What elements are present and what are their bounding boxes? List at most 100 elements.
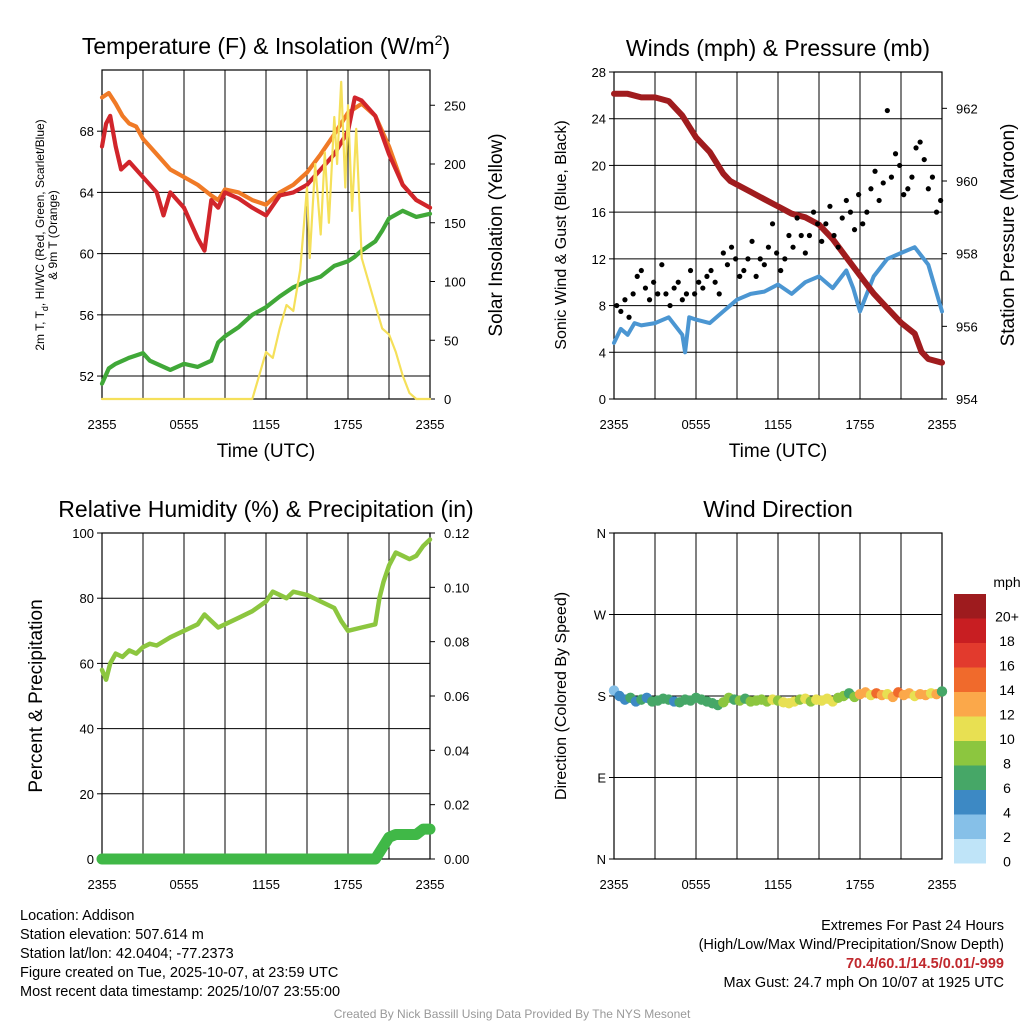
station-location: Location: Addison	[20, 908, 135, 924]
temp-x-tick-label: 1155	[252, 417, 280, 432]
gust-point	[839, 215, 845, 221]
dir-y-tick-label: E	[597, 771, 606, 786]
gust-point	[864, 209, 870, 215]
gust-point	[687, 267, 694, 274]
gust-point	[786, 232, 792, 239]
gust-point	[884, 107, 890, 114]
rh-y-right-tick-label: 0.02	[444, 798, 469, 813]
gust-point	[634, 273, 640, 279]
winds-y-tick-label: 24	[592, 112, 606, 127]
dir-y-tick-label: S	[597, 689, 606, 704]
gust-point	[757, 256, 763, 262]
temp-y-label: 2m T, Td, HI/WC (Red, Green, Scarlet/Blu…	[33, 119, 50, 350]
gust-point	[753, 273, 759, 279]
gust-point	[704, 273, 710, 279]
winds-x-tick-label: 0555	[682, 417, 711, 432]
colorbar-swatch	[954, 814, 986, 839]
rh-y-tick-label: 60	[80, 656, 94, 671]
rh-x-tick-label: 1155	[252, 877, 280, 892]
rh-y-label: Percent & Precipitation	[26, 599, 47, 792]
series-line-precipitation	[96, 823, 436, 865]
gust-point	[683, 291, 690, 297]
gust-point	[868, 186, 874, 192]
colorbar-label: 18	[999, 633, 1015, 649]
temp-title-end: )	[442, 33, 450, 59]
rh-y-right-tick-label: 0.08	[444, 635, 469, 650]
gust-point	[675, 279, 681, 285]
gust-point	[815, 221, 821, 227]
gust-point	[827, 203, 833, 209]
rh-y-right-tick-label: 0.12	[444, 526, 469, 541]
temp-y-tick-label: 56	[80, 308, 94, 323]
rh-y-tick-label: 80	[80, 591, 94, 606]
rh-y-right-tick-label: 0.04	[444, 743, 469, 758]
winds-y-tick-label: 12	[592, 252, 606, 267]
gust-point	[663, 291, 669, 297]
colorbar-swatch	[954, 594, 986, 619]
temp-y-right-label: Solar Insolation (Yellow)	[486, 133, 507, 336]
gust-point	[831, 232, 837, 239]
winds-y-label: Sonic Wind & Gust (Blue, Black)	[553, 120, 570, 349]
temp-y-right-tick-label: 250	[444, 98, 466, 113]
gust-point	[880, 180, 886, 186]
winds-y-tick-label: 20	[592, 158, 606, 173]
winds-y-tick-label: 16	[592, 205, 606, 220]
station-elevation: Station elevation: 507.614 m	[20, 927, 204, 943]
winds-y-right-tick-label: 960	[956, 174, 978, 189]
rh-y-right-tick-label: 0.00	[444, 852, 469, 867]
gust-point	[790, 244, 796, 250]
gust-point	[720, 250, 726, 256]
winds-x-tick-label: 2355	[928, 417, 957, 432]
gust-point	[622, 297, 628, 303]
colorbar-swatch	[954, 692, 986, 717]
gust-point	[659, 262, 665, 268]
gust-point	[708, 267, 714, 274]
winds-y-tick-label: 28	[592, 65, 606, 80]
gust-point	[819, 238, 825, 244]
colorbar-label: 16	[999, 657, 1015, 673]
rh-y-tick-label: 40	[80, 722, 94, 737]
temp-y-right-tick-label: 100	[444, 275, 466, 290]
gust-point	[794, 215, 800, 221]
gust-point	[823, 221, 829, 227]
rh-x-tick-label: 2355	[88, 877, 117, 892]
winds-title: Winds (mph) & Pressure (mb)	[626, 35, 930, 61]
gust-point	[802, 250, 808, 256]
rh-y-right-tick-label: 0.06	[444, 689, 469, 704]
temp-y-tick-label: 68	[80, 124, 94, 139]
dir-y-tick-label: N	[597, 852, 606, 867]
gust-point	[913, 145, 919, 151]
gust-point	[745, 256, 751, 262]
gust-point	[651, 279, 657, 285]
gust-point	[741, 267, 747, 274]
colorbar-swatch	[954, 618, 986, 643]
dir-y-tick-label: N	[597, 526, 606, 541]
winds-frame	[613, 71, 943, 400]
gust-point	[733, 256, 739, 262]
temp-x-tick-label: 2355	[416, 417, 445, 432]
gust-point	[626, 314, 632, 320]
dir-x-tick-label: 2355	[600, 877, 629, 892]
winds-y-right-tick-label: 962	[956, 101, 978, 116]
temp-y-label-line2: & 9m T (Orange)	[46, 190, 60, 280]
temp-x-tick-label: 1755	[334, 417, 363, 432]
series-line-td	[99, 208, 433, 386]
colorbar-label: 10	[999, 731, 1015, 747]
gust-point	[765, 244, 772, 250]
temp-y-right-tick-label: 150	[444, 216, 466, 231]
colorbar-label: 20+	[995, 608, 1019, 624]
gust-point	[782, 256, 788, 262]
colorbar-label: 12	[999, 706, 1015, 722]
temp-y-tick-label: 52	[80, 369, 94, 384]
gust-point	[917, 139, 923, 145]
temp-frame	[101, 69, 431, 400]
gust-point	[806, 232, 813, 239]
gust-point	[618, 308, 624, 315]
temp-x-tick-label: 2355	[88, 417, 117, 432]
gust-point	[696, 279, 702, 285]
dir-x-tick-label: 1755	[846, 877, 875, 892]
credit-line: Created By Nick Bassill Using Data Provi…	[333, 1007, 691, 1021]
extremes-panel: Extremes For Past 24 Hours (High/Low/Max…	[699, 917, 1004, 993]
gust-point	[646, 297, 653, 303]
